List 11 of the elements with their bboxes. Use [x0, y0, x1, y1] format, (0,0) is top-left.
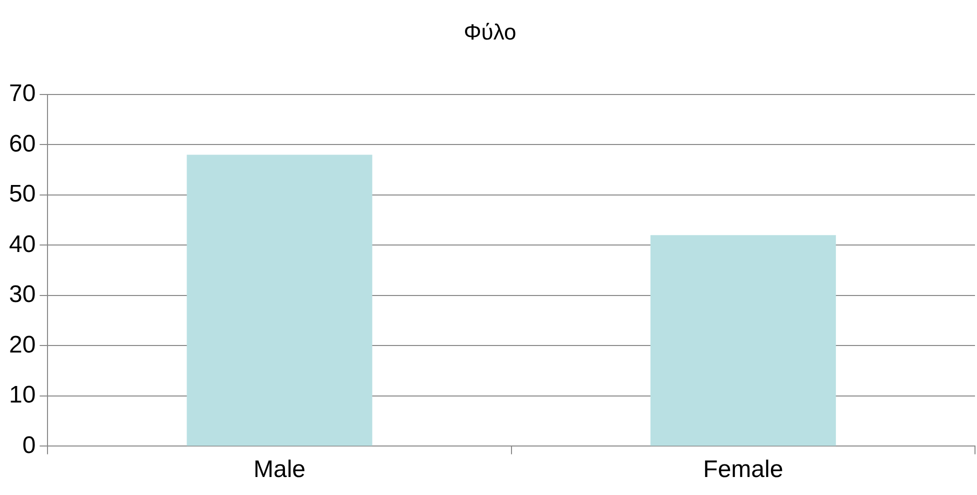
y-tick-label: 40: [8, 230, 36, 258]
y-tick-label: 10: [8, 382, 36, 409]
y-tick-label: 60: [8, 130, 36, 158]
x-tick-label: Female: [703, 456, 784, 484]
y-tick-label: 20: [8, 331, 36, 358]
x-tick-label: Male: [254, 456, 306, 484]
y-tick-label: 0: [22, 432, 36, 459]
y-tick-label: 50: [8, 180, 36, 208]
y-tick-label: 30: [8, 281, 36, 308]
chart-title: Φύλο: [464, 19, 516, 44]
y-tick-label: 70: [8, 80, 36, 108]
